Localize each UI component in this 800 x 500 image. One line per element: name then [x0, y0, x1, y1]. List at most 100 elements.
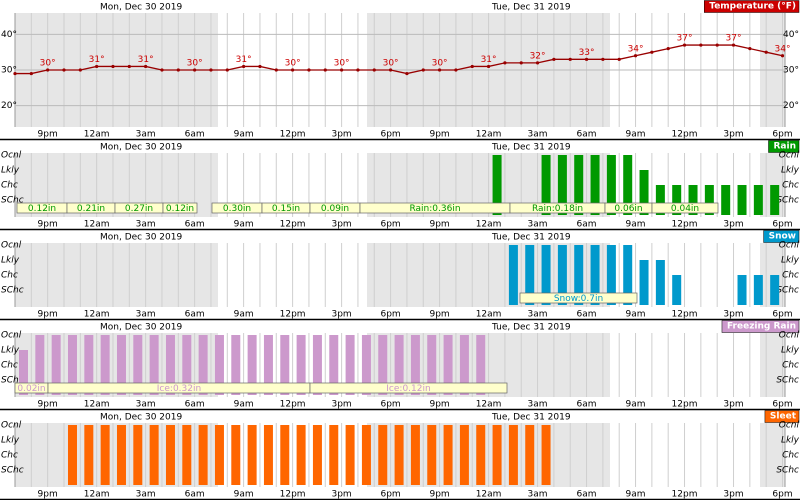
precip-bar	[459, 425, 469, 485]
temperature-point	[715, 43, 719, 47]
value-label: 30°	[432, 59, 448, 69]
amount-label: 0.09in	[321, 204, 349, 214]
date-label: Mon, Dec 30 2019	[100, 233, 182, 243]
precip-bar	[280, 425, 290, 485]
value-label: 31°	[89, 55, 105, 65]
level-label: Lkly	[1, 346, 20, 356]
temperature-point	[160, 68, 164, 72]
precip-bar	[525, 245, 535, 305]
precip-bar	[427, 335, 437, 395]
precip-bar	[345, 425, 355, 485]
x-tick-label: 12am	[84, 220, 110, 230]
precip-bar	[214, 425, 224, 485]
night-shade	[760, 333, 785, 397]
precip-bar	[541, 155, 551, 215]
x-tick-label: 3am	[528, 310, 548, 320]
temperature-point	[95, 64, 99, 69]
x-tick-label: 9pm	[429, 130, 449, 140]
precip-bar	[753, 185, 763, 215]
temperature-point	[291, 68, 295, 72]
x-tick-label: 12pm	[672, 310, 698, 320]
precip-bar	[623, 245, 633, 305]
x-tick-label: 3pm	[331, 130, 351, 140]
temperature-point	[258, 64, 262, 69]
precip-bar	[280, 335, 290, 395]
temperature-point	[144, 64, 148, 69]
x-tick-label: 6am	[577, 400, 597, 410]
value-label: 30°	[383, 59, 399, 69]
temperature-point	[601, 57, 605, 61]
precip-bar	[590, 245, 600, 305]
level-label: Chc	[1, 181, 18, 191]
precip-bar	[116, 335, 126, 395]
level-label: Ocnl	[779, 331, 800, 341]
level-label: Lkly	[781, 166, 800, 176]
date-label: Tue, Dec 31 2019	[491, 3, 571, 13]
panel-title: Sleet	[770, 412, 797, 422]
level-label: Ocnl	[1, 241, 22, 251]
x-tick-label: 12am	[476, 310, 502, 320]
precip-bar	[721, 185, 731, 215]
x-tick-label: 3am	[528, 130, 548, 140]
temperature-point	[46, 68, 50, 72]
amount-box	[519, 292, 638, 304]
x-tick-label: 9am	[626, 400, 646, 410]
x-tick-label: 3am	[528, 400, 548, 410]
y-tick-label: 20°	[783, 101, 799, 111]
x-tick-label: 6pm	[380, 130, 400, 140]
panel-title: Temperature (°F)	[709, 2, 796, 12]
x-tick-label: 9am	[626, 490, 646, 500]
precip-bar	[476, 335, 486, 395]
temperature-point	[486, 64, 491, 69]
x-tick-label: 6am	[185, 490, 205, 500]
x-tick-label: 9pm	[38, 220, 58, 230]
level-label: Lkly	[1, 166, 20, 176]
x-tick-label: 6pm	[380, 400, 400, 410]
temperature-point	[584, 57, 589, 61]
x-tick-label: 12pm	[280, 490, 306, 500]
temperature-point	[682, 43, 687, 47]
precip-bar	[35, 335, 45, 395]
x-tick-label: 12pm	[672, 130, 698, 140]
precip-bar	[165, 335, 175, 395]
x-tick-label: 3pm	[723, 490, 743, 500]
precip-bar	[296, 425, 306, 485]
level-label: Lkly	[1, 256, 20, 266]
level-label: Lkly	[781, 256, 800, 266]
temperature-point	[388, 68, 393, 72]
y-tick-label: 30°	[783, 66, 799, 76]
precip-bar	[770, 275, 780, 305]
precip-bar	[100, 335, 110, 395]
level-label: Chc	[782, 361, 799, 371]
precip-bar	[541, 245, 551, 305]
precip-bar	[606, 245, 616, 305]
value-label: 30°	[40, 59, 56, 69]
value-label: 30°	[285, 59, 301, 69]
x-tick-label: 6pm	[380, 490, 400, 500]
precip-bar	[459, 335, 469, 395]
precip-bar	[492, 155, 502, 215]
temperature-point	[421, 68, 425, 72]
x-tick-label: 6pm	[772, 310, 792, 320]
x-tick-label: 12am	[84, 490, 110, 500]
value-label: 32°	[530, 51, 546, 61]
x-tick-label: 9am	[234, 310, 254, 320]
temperature-point	[568, 57, 572, 61]
level-label: Chc	[782, 181, 799, 191]
amount-label: Ice:0.12in	[386, 384, 430, 394]
level-label: Chc	[782, 451, 799, 461]
amount-label: 0.06in	[614, 204, 642, 214]
x-tick-label: 6am	[185, 130, 205, 140]
x-tick-label: 6am	[577, 220, 597, 230]
precip-bar	[149, 425, 159, 485]
value-label: 33°	[579, 48, 595, 58]
precip-bar	[639, 260, 649, 305]
level-label: SChc	[1, 466, 24, 476]
date-label: Mon, Dec 30 2019	[100, 3, 182, 13]
x-tick-label: 6am	[577, 310, 597, 320]
precip-bar	[198, 425, 208, 485]
x-tick-label: 12pm	[672, 220, 698, 230]
precip-bar	[247, 425, 257, 485]
x-tick-label: 6am	[185, 400, 205, 410]
y-tick-label: 40°	[1, 30, 17, 40]
